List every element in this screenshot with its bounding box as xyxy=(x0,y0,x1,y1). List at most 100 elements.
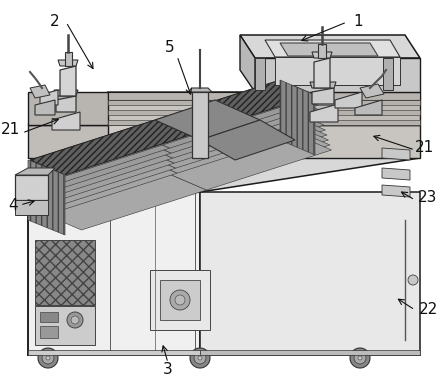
Polygon shape xyxy=(28,125,108,158)
Polygon shape xyxy=(108,92,420,100)
Polygon shape xyxy=(65,52,72,66)
Polygon shape xyxy=(155,80,315,135)
Polygon shape xyxy=(28,160,65,235)
Circle shape xyxy=(71,316,79,324)
Circle shape xyxy=(170,290,190,310)
Polygon shape xyxy=(200,350,420,355)
Polygon shape xyxy=(164,110,324,165)
Polygon shape xyxy=(39,150,199,205)
Circle shape xyxy=(190,348,210,368)
Polygon shape xyxy=(167,120,327,175)
Polygon shape xyxy=(28,125,420,158)
Polygon shape xyxy=(32,125,191,180)
Polygon shape xyxy=(150,270,210,330)
Polygon shape xyxy=(34,135,194,190)
Polygon shape xyxy=(42,160,202,215)
Text: 4: 4 xyxy=(8,197,18,212)
Polygon shape xyxy=(40,326,58,338)
Polygon shape xyxy=(160,95,319,150)
Polygon shape xyxy=(28,92,108,125)
Polygon shape xyxy=(47,175,206,230)
Polygon shape xyxy=(200,120,295,160)
Polygon shape xyxy=(382,148,410,160)
Polygon shape xyxy=(28,350,200,355)
Polygon shape xyxy=(45,170,205,225)
Polygon shape xyxy=(255,58,420,92)
Polygon shape xyxy=(40,312,58,322)
Polygon shape xyxy=(36,140,196,195)
Polygon shape xyxy=(40,90,58,105)
Text: 21: 21 xyxy=(415,141,435,156)
Polygon shape xyxy=(30,120,190,175)
Polygon shape xyxy=(58,60,78,66)
Polygon shape xyxy=(188,88,212,92)
Circle shape xyxy=(67,312,83,328)
Text: 22: 22 xyxy=(418,303,438,318)
Polygon shape xyxy=(314,58,330,88)
Circle shape xyxy=(350,348,370,368)
Text: 5: 5 xyxy=(165,40,175,56)
Circle shape xyxy=(175,295,185,305)
Polygon shape xyxy=(108,100,420,105)
Polygon shape xyxy=(312,52,332,58)
Polygon shape xyxy=(165,115,326,170)
Polygon shape xyxy=(383,58,393,90)
Polygon shape xyxy=(44,165,203,220)
Polygon shape xyxy=(162,105,323,160)
Polygon shape xyxy=(312,88,334,104)
Polygon shape xyxy=(169,125,329,180)
Polygon shape xyxy=(155,100,260,140)
Polygon shape xyxy=(52,112,80,130)
Polygon shape xyxy=(318,44,326,58)
Polygon shape xyxy=(15,200,48,215)
Text: 2: 2 xyxy=(50,15,60,30)
Text: 23: 23 xyxy=(418,190,438,205)
Polygon shape xyxy=(15,168,55,175)
Circle shape xyxy=(38,348,58,368)
Text: 3: 3 xyxy=(163,362,173,377)
Polygon shape xyxy=(30,85,50,98)
Polygon shape xyxy=(355,100,382,115)
Polygon shape xyxy=(240,35,255,92)
Polygon shape xyxy=(382,168,410,180)
Text: 1: 1 xyxy=(353,15,363,30)
Polygon shape xyxy=(161,100,321,155)
Polygon shape xyxy=(110,192,195,355)
Polygon shape xyxy=(60,66,76,96)
Circle shape xyxy=(42,352,54,364)
Text: 21: 21 xyxy=(0,122,20,137)
Polygon shape xyxy=(275,57,400,85)
Polygon shape xyxy=(335,92,362,108)
Polygon shape xyxy=(35,306,95,345)
Polygon shape xyxy=(28,92,420,125)
Polygon shape xyxy=(310,104,338,122)
Polygon shape xyxy=(360,84,384,98)
Polygon shape xyxy=(200,125,420,158)
Polygon shape xyxy=(30,120,190,175)
Polygon shape xyxy=(200,192,420,355)
Polygon shape xyxy=(40,155,201,210)
Polygon shape xyxy=(35,240,95,305)
Circle shape xyxy=(358,356,362,360)
Polygon shape xyxy=(108,110,420,115)
Polygon shape xyxy=(172,135,331,190)
Polygon shape xyxy=(28,158,420,192)
Polygon shape xyxy=(54,90,78,96)
Circle shape xyxy=(408,275,418,285)
Polygon shape xyxy=(28,192,200,355)
Polygon shape xyxy=(280,80,315,155)
Polygon shape xyxy=(157,85,316,140)
Polygon shape xyxy=(382,185,410,197)
Polygon shape xyxy=(37,145,198,200)
Circle shape xyxy=(198,356,202,360)
Circle shape xyxy=(354,352,366,364)
Polygon shape xyxy=(240,35,420,58)
Polygon shape xyxy=(255,58,265,90)
Polygon shape xyxy=(158,90,318,145)
Polygon shape xyxy=(35,100,55,115)
Polygon shape xyxy=(170,130,330,185)
Polygon shape xyxy=(192,92,208,158)
Circle shape xyxy=(46,356,50,360)
Polygon shape xyxy=(108,120,420,125)
Polygon shape xyxy=(200,92,420,125)
